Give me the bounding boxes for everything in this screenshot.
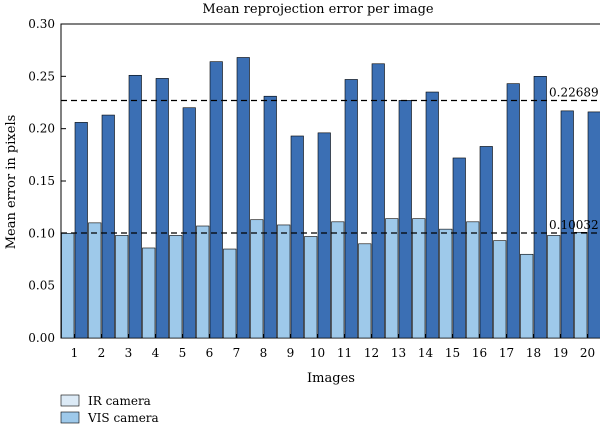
y-tick-label: 0.00 [28,331,55,345]
y-tick-label: 0.15 [28,174,55,188]
bar-ir-camera [169,235,183,339]
legend-label: VIS camera [87,411,159,425]
bar-vis-camera [236,57,250,339]
bar-ir-camera [547,235,561,339]
bar-ir-camera [115,235,129,339]
bar-vis-camera [344,79,358,339]
bar-vis-camera [209,61,223,339]
bar-ir-camera [466,221,480,339]
bar-ir-camera [142,247,156,339]
bar-vis-camera [317,132,331,339]
chart-title: Mean reprojection error per image [202,2,433,17]
bar-vis-camera [479,146,493,339]
x-tick-label: 4 [152,346,160,360]
legend: IR camera VIS camera [60,394,159,425]
bar-ir-camera [358,243,372,339]
bar-vis-camera [506,83,520,339]
bar-ir-camera [88,222,102,339]
bar-vis-camera [587,111,600,339]
bar-vis-camera [263,95,277,339]
legend-label: IR camera [88,394,151,408]
bar-vis-camera [452,157,466,339]
bar-ir-camera [304,236,318,339]
reference-line-label: 0.22689 [549,86,599,100]
bar-ir-camera [223,248,237,339]
bar-ir-camera [250,219,264,339]
x-tick-label: 13 [391,346,406,360]
bar-ir-camera [385,218,399,339]
bar-ir-camera [493,240,507,339]
x-tick-label: 8 [260,346,268,360]
bar-vis-camera [371,63,385,339]
y-tick-label: 0.20 [28,122,55,136]
x-tick-label: 1 [71,346,79,360]
bar-vis-camera [425,91,439,339]
x-tick-label: 2 [98,346,106,360]
x-tick-label: 3 [125,346,133,360]
bar-ir-camera [439,228,453,339]
bar-vis-camera [74,122,88,339]
x-tick-label: 20 [580,346,595,360]
bar-ir-camera [277,224,291,339]
bar-ir-camera [412,218,426,339]
bar-ir-camera [196,225,210,339]
y-axis-label: Mean error in pixels [4,115,19,250]
bar-vis-camera [182,107,196,339]
bar-ir-camera [331,221,345,339]
legend-swatch [60,394,80,407]
bar-vis-camera [155,78,169,339]
x-tick-label: 11 [337,346,352,360]
bar-ir-camera [61,233,75,339]
bar-vis-camera [533,76,547,339]
x-tick-label: 6 [206,346,214,360]
bar-vis-camera [101,114,115,339]
x-tick-label: 19 [553,346,568,360]
y-tick-label: 0.05 [28,279,55,293]
x-axis-label: Images [307,371,355,386]
x-tick-label: 15 [445,346,460,360]
x-tick-label: 10 [310,346,325,360]
x-tick-label: 14 [418,346,434,360]
bar-vis-camera [128,74,142,339]
bar-vis-camera [290,135,304,339]
x-tick-label: 7 [233,346,241,360]
x-tick-label: 9 [287,346,295,360]
x-tick-label: 16 [472,346,487,360]
y-tick-label: 0.10 [28,226,55,240]
reference-line-label: 0.10032 [549,218,599,232]
bar-vis-camera [398,100,412,339]
bar-ir-camera [520,253,534,339]
x-tick-label: 12 [364,346,379,360]
y-tick-label: 0.30 [28,17,55,31]
bar-vis-camera [560,110,574,339]
legend-swatch [60,411,80,424]
plot-area: 0.000.050.100.150.200.250.301 2 3 4 5 6 7 8 9 10 1… [28,17,600,360]
y-tick-label: 0.25 [28,69,55,83]
x-tick-label: 17 [499,346,514,360]
x-tick-label: 5 [179,346,187,360]
bar-ir-camera [574,231,588,339]
x-tick-label: 18 [526,346,541,360]
